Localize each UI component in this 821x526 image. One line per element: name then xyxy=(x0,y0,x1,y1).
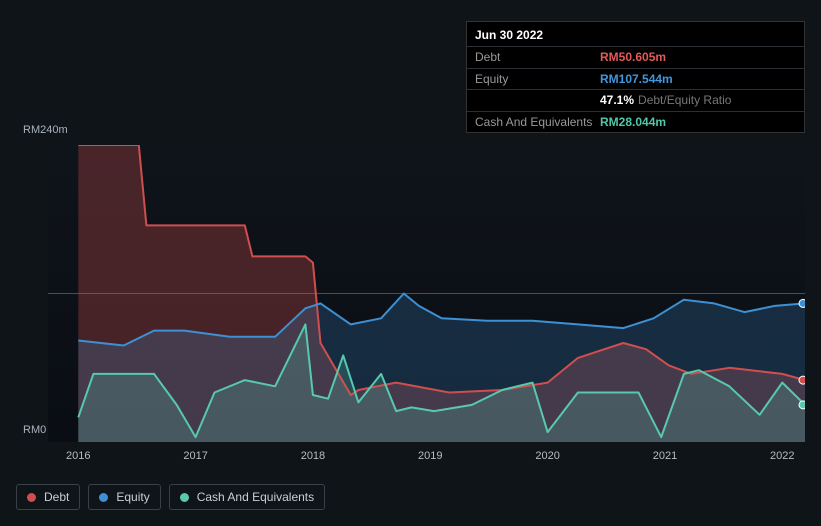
legend-dot-icon xyxy=(27,493,36,502)
tooltip-label: Debt xyxy=(475,50,600,64)
plot-surface[interactable] xyxy=(48,145,805,442)
ratio-sub: Debt/Equity Ratio xyxy=(638,93,731,107)
x-axis-label: 2019 xyxy=(418,450,442,462)
x-axis-label: 2022 xyxy=(770,450,794,462)
chart-container: Jun 30 2022 Debt RM50.605m Equity RM107.… xyxy=(0,0,821,526)
chart-area: RM240m RM0 2016 2017 2018 2019 2020 2021 2022 xyxy=(16,120,805,460)
ratio-value: 47.1% xyxy=(600,93,634,107)
tooltip-label: Equity xyxy=(475,72,600,86)
y-axis-max-label: RM240m xyxy=(23,124,68,136)
x-axis-label: 2016 xyxy=(66,450,90,462)
tooltip-label xyxy=(475,93,600,107)
x-axis-label: 2017 xyxy=(183,450,207,462)
x-axis-label: 2021 xyxy=(653,450,677,462)
legend-dot-icon xyxy=(99,493,108,502)
x-axis-label: 2020 xyxy=(535,450,559,462)
y-axis-min-label: RM0 xyxy=(23,424,46,436)
tooltip-row-ratio: 47.1% Debt/Equity Ratio xyxy=(467,89,804,110)
tooltip-row-equity: Equity RM107.544m xyxy=(467,68,804,89)
legend-label: Cash And Equivalents xyxy=(197,490,314,504)
legend-label: Debt xyxy=(44,490,69,504)
tooltip-value: RM107.544m xyxy=(600,72,673,86)
tooltip-value: RM50.605m xyxy=(600,50,666,64)
legend-item-debt[interactable]: Debt xyxy=(16,484,80,510)
tooltip-value: 47.1% Debt/Equity Ratio xyxy=(600,93,731,107)
tooltip-date: Jun 30 2022 xyxy=(467,22,804,46)
tooltip-panel: Jun 30 2022 Debt RM50.605m Equity RM107.… xyxy=(466,21,805,133)
legend-dot-icon xyxy=(180,493,189,502)
legend-item-equity[interactable]: Equity xyxy=(88,484,160,510)
legend: Debt Equity Cash And Equivalents xyxy=(16,484,325,510)
tooltip-row-debt: Debt RM50.605m xyxy=(467,46,804,67)
legend-label: Equity xyxy=(116,490,149,504)
legend-item-cash[interactable]: Cash And Equivalents xyxy=(169,484,325,510)
x-axis-label: 2018 xyxy=(301,450,325,462)
